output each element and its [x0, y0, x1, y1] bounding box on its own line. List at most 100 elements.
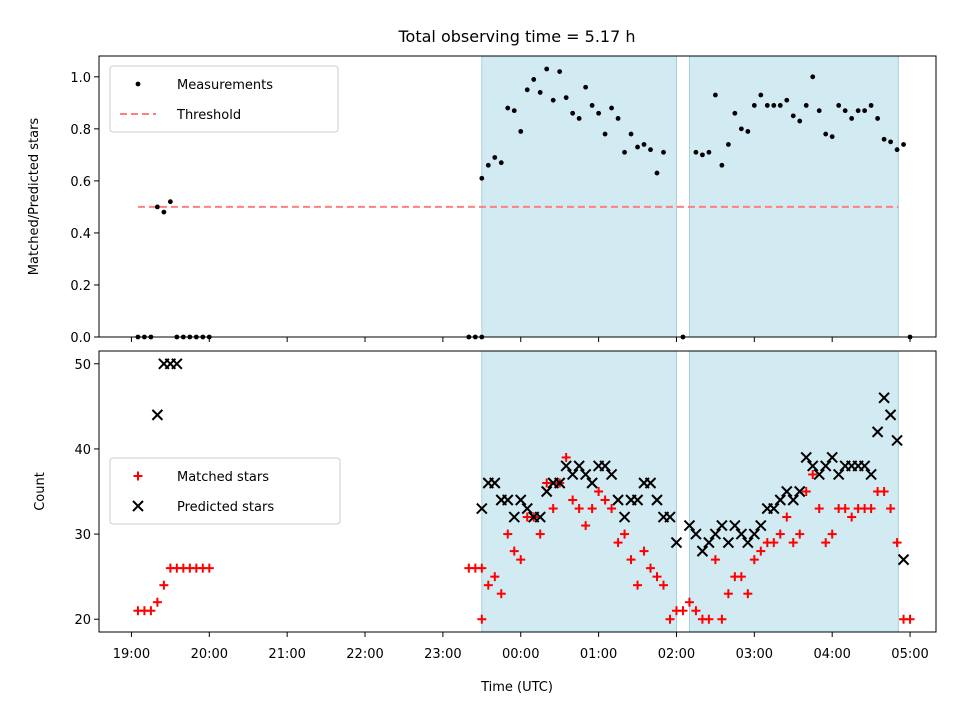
marker-stroke — [151, 409, 164, 421]
data-point — [784, 97, 790, 103]
data-point — [891, 434, 903, 447]
data-point — [631, 494, 644, 506]
marker-stroke — [878, 392, 890, 404]
data-point — [704, 614, 714, 624]
data-point — [503, 529, 513, 539]
data-point — [605, 468, 618, 481]
data-point — [609, 105, 614, 111]
data-point — [881, 136, 887, 142]
data-point — [508, 511, 520, 523]
data-point — [573, 460, 585, 472]
legend-label: Matched stars — [177, 470, 269, 485]
legend-label: Predicted stars — [177, 500, 274, 515]
data-point — [477, 614, 487, 624]
y-tick-label: 40 — [74, 443, 91, 458]
marker-stroke — [865, 468, 877, 481]
marker-stroke — [722, 536, 735, 549]
data-point — [892, 538, 902, 548]
data-point — [511, 108, 517, 114]
shaded-interval — [688, 55, 899, 338]
data-point — [878, 392, 890, 404]
data-point — [717, 614, 727, 624]
marker-stroke — [794, 485, 806, 498]
data-point — [159, 580, 169, 590]
x-tick-label: 21:00 — [268, 647, 305, 662]
measurements-panel: 0.0 0.2 0.4 0.6 0.8 1.0 Matched/Predicted star… — [27, 55, 937, 346]
data-point — [476, 502, 488, 515]
legend: Measurements Threshold — [109, 65, 339, 133]
data-point — [678, 606, 688, 616]
marker-stroke — [871, 426, 884, 438]
data-point — [879, 487, 889, 496]
data-point — [574, 504, 584, 514]
data-point — [803, 103, 809, 108]
data-point — [813, 468, 825, 481]
data-point — [622, 149, 627, 155]
marker-stroke — [696, 545, 709, 557]
data-point — [535, 529, 545, 539]
data-point — [548, 504, 558, 514]
data-point — [745, 129, 751, 134]
x-tick-label: 00:00 — [502, 647, 539, 662]
marker-stroke — [579, 468, 592, 481]
marker-stroke — [690, 528, 702, 540]
data-point — [483, 580, 493, 590]
marker-stroke — [631, 494, 644, 506]
data-point — [154, 204, 160, 210]
legend-box — [109, 457, 341, 525]
data-point — [836, 103, 842, 108]
marker-stroke — [502, 494, 514, 506]
data-point — [587, 504, 597, 514]
data-point — [146, 606, 156, 616]
x-tick-label: 22:00 — [346, 647, 383, 662]
marker-stroke — [832, 468, 845, 481]
data-point — [865, 468, 877, 481]
legend-label: Measurements — [177, 78, 273, 93]
data-point — [516, 555, 526, 565]
data-point — [781, 485, 793, 498]
data-point — [706, 149, 712, 155]
data-point — [703, 536, 715, 549]
legend: Matched stars Predicted stars — [109, 457, 341, 525]
marker-stroke — [599, 460, 611, 472]
marker-stroke — [540, 485, 553, 498]
data-point — [151, 409, 164, 421]
y-tick-label: 0.2 — [70, 279, 91, 294]
data-point — [829, 134, 835, 140]
data-point — [709, 528, 722, 540]
data-point — [725, 142, 731, 147]
data-point — [161, 209, 167, 215]
marker-stroke — [508, 511, 520, 523]
data-point — [782, 512, 792, 522]
marker-stroke — [560, 460, 572, 472]
data-point — [756, 546, 766, 556]
data-point — [768, 502, 780, 515]
data-point — [743, 589, 753, 599]
y-axis-label: Matched/Predicted stars — [27, 118, 42, 276]
data-point — [612, 494, 624, 506]
data-point — [641, 142, 647, 147]
data-point — [204, 563, 214, 573]
series-matched-stars — [133, 452, 915, 624]
data-point — [550, 97, 556, 103]
y-tick-label: 0.0 — [70, 331, 91, 346]
data-point — [639, 546, 649, 556]
data-point — [719, 162, 725, 168]
data-point — [586, 477, 598, 489]
data-point — [581, 521, 591, 531]
data-point — [540, 485, 553, 498]
data-point — [700, 152, 705, 158]
x-tick-label: 04:00 — [813, 647, 850, 662]
data-point — [670, 536, 683, 549]
data-point — [832, 468, 845, 481]
data-point — [490, 572, 500, 582]
data-point — [557, 69, 563, 75]
marker-stroke — [774, 494, 786, 506]
data-point — [723, 589, 733, 599]
data-point — [518, 129, 524, 134]
data-point — [615, 116, 621, 121]
data-point — [905, 614, 915, 624]
data-point — [696, 545, 709, 557]
marker-stroke — [884, 409, 897, 421]
marker-stroke — [618, 511, 631, 523]
